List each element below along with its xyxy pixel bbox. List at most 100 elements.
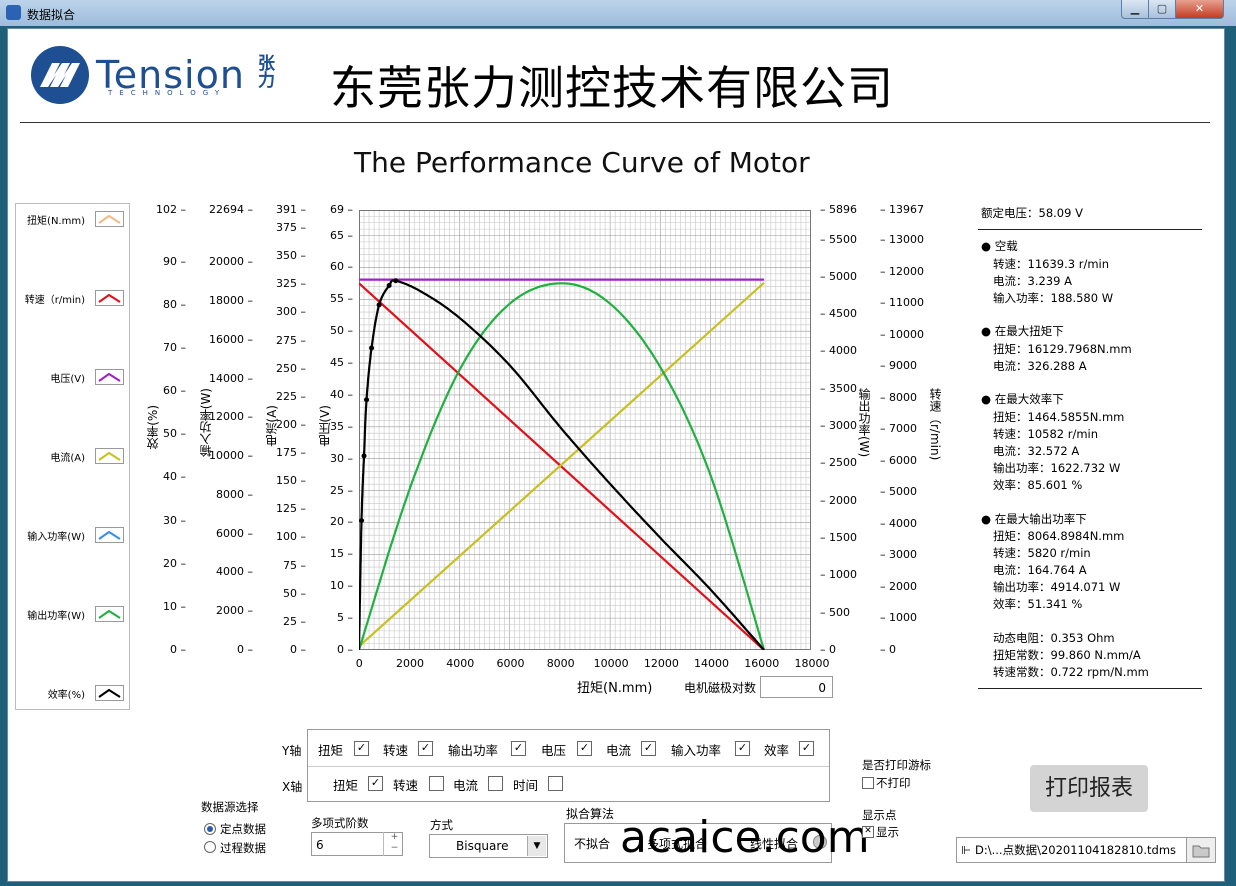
window-titlebar: 数据拟合 ▁ ▢ ✕ (0, 0, 1236, 26)
show-points-checkbox[interactable]: ✕ (862, 826, 874, 838)
logo-subtext: TECHNOLOGY (108, 89, 227, 97)
max-eff-title: ● 在最大效率下 (981, 392, 1064, 406)
x-axis-checkbox[interactable]: ✓ (368, 776, 383, 791)
tick-label-efficiency: 102 – (156, 203, 186, 216)
series-point-efficiency (359, 518, 365, 524)
y-axis-checkbox[interactable]: ✓ (799, 741, 814, 756)
tick-label-speed: – 6000 (880, 453, 917, 467)
x-axis-checkbox[interactable] (488, 776, 503, 791)
chart-legend: 扭矩(N.mm) 转速（r/min) 电压(V) 电流(A) 输入功率(W) 输… (15, 203, 130, 710)
legend-label: 扭矩(N.mm) (27, 216, 85, 227)
poly-order-label: 多项式阶数 (311, 816, 369, 830)
fit-option-none[interactable]: 不拟合 (574, 837, 611, 851)
tick-label-current: 50 – (283, 586, 306, 600)
tick-label-efficiency: 90 – (163, 254, 186, 268)
file-path-field[interactable]: ⊩ D:\...点数据\20201104182810.tdms (956, 837, 1187, 863)
poly-order-input[interactable]: 6 (311, 832, 403, 856)
x-axis-label: 扭矩 (333, 778, 359, 793)
tick-label-input_power: 2000 – (216, 604, 253, 618)
tick-label-efficiency: 0 – (170, 643, 186, 656)
legend-swatch-speed (95, 290, 124, 306)
y-axis-checkbox[interactable]: ✓ (418, 741, 433, 756)
stepper-up-icon[interactable]: + (390, 832, 399, 842)
y-axis-checkbox[interactable]: ✓ (577, 741, 592, 756)
y-axis-checkbox[interactable]: ✓ (354, 741, 369, 756)
print-report-button[interactable]: 打印报表 (1030, 765, 1148, 812)
tick-label-input_power: 22694 – (209, 203, 253, 216)
tick-label-x: 0 (355, 657, 363, 670)
tick-label-speed: – 12000 (880, 264, 924, 278)
tick-label-speed: – 10000 (880, 327, 924, 341)
tick-label-voltage: 25 – (330, 483, 353, 497)
tick-label-input_power: 20000 – (209, 255, 253, 269)
print-cursor-option: 不打印 (876, 776, 911, 790)
tick-label-voltage: 50 – (330, 324, 353, 338)
tick-label-voltage: 20 – (330, 515, 353, 529)
tick-label-current: 375 – (276, 221, 306, 234)
y-axis-label: 效率 (764, 743, 790, 758)
legend-label: 转速（r/min) (24, 295, 85, 306)
print-cursor-checkbox[interactable] (862, 777, 874, 789)
tick-label-efficiency: 50 – (163, 427, 186, 441)
legend-swatch-efficiency (95, 685, 124, 701)
series-point-efficiency (364, 397, 370, 403)
axis-select-divider (308, 766, 829, 767)
close-button[interactable]: ✕ (1175, 0, 1224, 19)
radio-process[interactable] (204, 841, 216, 853)
y-axis-label: 转速 (383, 743, 409, 758)
tick-label-speed: – 3000 (880, 548, 917, 562)
fit-option-poly[interactable]: 多项式拟合 (647, 837, 708, 851)
chevron-down-icon[interactable]: ▼ (527, 836, 546, 856)
performance-chart[interactable] (359, 210, 811, 650)
tick-label-input_power: 0 – (237, 643, 253, 656)
axis-title-output-power: 输出功率(W) (857, 388, 871, 458)
chart-title: The Performance Curve of Motor (354, 146, 810, 179)
y-axis-label: 扭矩 (318, 743, 344, 758)
tick-label-output_power: – 3500 (820, 381, 857, 395)
fit-toggle-icon[interactable] (813, 835, 827, 849)
series-point-efficiency (369, 345, 375, 351)
browse-folder-button[interactable] (1186, 837, 1216, 863)
max-out-line: 转速：5820 r/min (993, 546, 1091, 560)
tick-label-output_power: – 4000 (820, 344, 857, 358)
method-select[interactable]: Bisquare ▼ (429, 834, 548, 858)
tick-label-speed: – 13967 (880, 203, 924, 216)
poly-order-stepper[interactable]: + − (383, 832, 405, 856)
legend-item-speed: 转速（r/min) (16, 288, 129, 308)
series-line-speed (359, 282, 765, 650)
method-label: 方式 (430, 818, 453, 832)
series-line-efficiency (359, 279, 765, 650)
fit-algo-selector[interactable]: 不拟合 多项式拟合 线性拟合 (564, 823, 832, 863)
no-load-line: 转速：11639.3 r/min (993, 257, 1109, 271)
stepper-down-icon[interactable]: − (390, 843, 399, 853)
info-divider (978, 229, 1202, 230)
fit-option-linear[interactable]: 线性拟合 (750, 837, 799, 851)
tick-label-current: 0 – (290, 643, 306, 656)
method-value: Bisquare (456, 839, 509, 853)
radio-fixed-point[interactable] (204, 823, 216, 835)
maximize-button[interactable]: ▢ (1148, 0, 1176, 19)
y-axis-checkbox[interactable]: ✓ (641, 741, 656, 756)
logo-chinese: 张力 (254, 54, 274, 88)
x-axis-checkbox[interactable] (548, 776, 563, 791)
legend-label: 输出功率(W) (27, 611, 85, 622)
tick-label-voltage: 35 – (330, 419, 353, 433)
chart-series (359, 278, 766, 650)
minimize-button[interactable]: ▁ (1121, 0, 1149, 19)
y-axis-label: Y轴 (282, 744, 302, 758)
x-axis-checkbox[interactable] (429, 776, 444, 791)
y-axis-checkbox[interactable]: ✓ (735, 741, 750, 756)
pole-pairs-input[interactable]: 0 (760, 676, 833, 698)
tick-label-output_power: – 2500 (820, 456, 857, 470)
max-eff-line: 转速：10582 r/min (993, 427, 1099, 441)
tick-label-voltage: 69 – (330, 203, 353, 216)
legend-label: 效率(%) (47, 690, 85, 701)
tick-label-x: 6000 (496, 657, 525, 670)
tick-label-output_power: – 5500 (820, 232, 857, 246)
tick-label-efficiency: 40 – (163, 470, 186, 484)
constant-line: 扭矩常数：99.860 N.mm/A (993, 648, 1141, 662)
legend-item-efficiency: 效率(%) (16, 683, 129, 703)
tick-label-voltage: 5 – (337, 611, 353, 625)
y-axis-checkbox[interactable]: ✓ (511, 741, 526, 756)
tick-label-efficiency: 20 – (163, 556, 186, 570)
